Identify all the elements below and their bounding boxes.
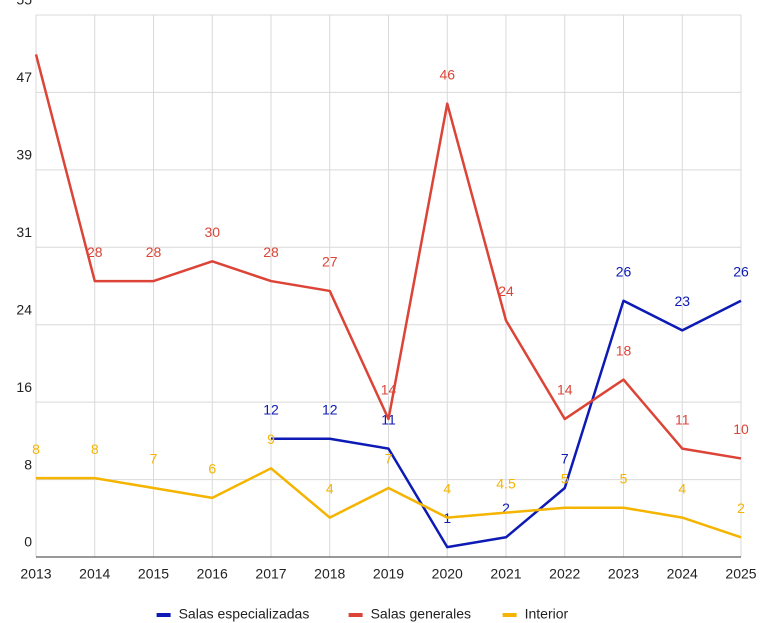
data-label: 27 [322, 254, 338, 270]
data-label: 8 [32, 441, 40, 457]
x-tick-label: 2014 [79, 566, 110, 582]
data-label: 12 [263, 401, 279, 417]
data-label: 46 [439, 66, 455, 82]
data-label: 2 [502, 500, 510, 516]
data-label: 30 [204, 224, 220, 240]
legend-label: Salas especializadas [179, 606, 310, 622]
data-label: 7 [150, 451, 158, 467]
y-tick-label: 39 [16, 147, 32, 163]
data-label: 14 [557, 382, 573, 398]
y-tick-label: 0 [24, 534, 32, 550]
x-tick-label: 2017 [255, 566, 286, 582]
x-tick-label: 2020 [432, 566, 463, 582]
data-label: 11 [675, 411, 690, 427]
x-tick-label: 2021 [490, 566, 521, 582]
y-tick-label: 55 [16, 0, 32, 8]
x-tick-label: 2025 [725, 566, 756, 582]
y-tick-label: 47 [16, 69, 32, 85]
series-line [271, 299, 742, 549]
data-label: 26 [616, 263, 632, 279]
data-label: 7 [385, 451, 393, 467]
data-label: 24 [498, 283, 514, 299]
data-label: 4 [326, 480, 334, 496]
x-tick-label: 2024 [667, 566, 698, 582]
legend-label: Salas generales [371, 606, 471, 622]
data-label: 4.5 [496, 475, 516, 491]
data-label: 8 [91, 441, 99, 457]
legend-label: Interior [525, 606, 569, 622]
x-tick-label: 2016 [197, 566, 228, 582]
data-label: 23 [674, 293, 690, 309]
data-label: 4 [443, 480, 451, 496]
data-label: 28 [263, 244, 279, 260]
y-tick-label: 24 [16, 301, 32, 317]
data-label: 28 [146, 244, 162, 260]
data-label: 7 [561, 451, 569, 467]
x-tick-label: 2022 [549, 566, 580, 582]
x-tick-label: 2023 [608, 566, 639, 582]
data-label: 28 [87, 244, 103, 260]
legend-swatch [502, 613, 517, 617]
data-label: 12 [322, 401, 338, 417]
data-label: 5 [620, 470, 628, 486]
data-label: 4 [678, 480, 686, 496]
data-label: 2 [737, 500, 745, 516]
data-label: 14 [381, 382, 397, 398]
y-tick-label: 8 [24, 456, 32, 472]
data-label: 10 [733, 421, 749, 437]
legend-swatch [348, 613, 363, 617]
data-label: 18 [616, 342, 632, 358]
y-tick-label: 16 [16, 379, 32, 395]
series-line [34, 54, 742, 460]
legend-swatch [156, 613, 171, 617]
x-tick-label: 2019 [373, 566, 404, 582]
x-tick-label: 2013 [20, 566, 51, 582]
data-label: 5 [561, 470, 569, 486]
data-label: 26 [733, 263, 749, 279]
x-tick-label: 2015 [138, 566, 169, 582]
x-tick-label: 2018 [314, 566, 345, 582]
y-tick-label: 31 [16, 224, 32, 240]
data-label: 9 [267, 431, 275, 447]
series-line [36, 467, 742, 539]
data-label: 6 [208, 461, 216, 477]
